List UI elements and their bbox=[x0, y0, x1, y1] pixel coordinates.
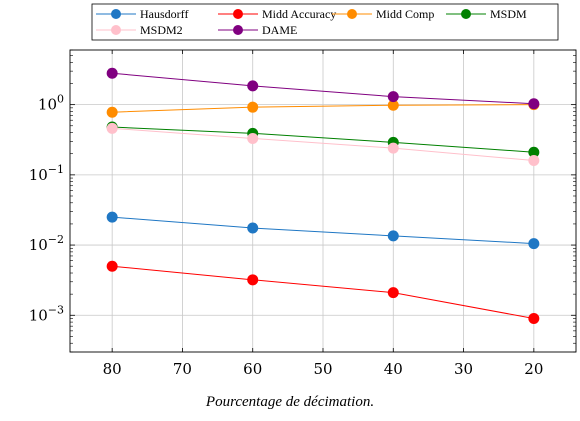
legend-swatch-marker bbox=[347, 9, 357, 19]
data-point bbox=[247, 222, 259, 234]
data-point bbox=[247, 80, 259, 92]
y-tick-label: 10−3 bbox=[29, 303, 64, 324]
data-point bbox=[528, 146, 540, 158]
y-tick-label: 10−1 bbox=[29, 163, 64, 184]
x-tick-label: 60 bbox=[243, 360, 262, 378]
data-point bbox=[106, 122, 118, 134]
data-point bbox=[106, 260, 118, 272]
data-point bbox=[387, 99, 399, 111]
legend-label: MSDM2 bbox=[140, 23, 183, 37]
legend: Hausdorff Midd Accuracy Midd Comp MSDM MSDM2… bbox=[91, 3, 559, 41]
data-point bbox=[106, 211, 118, 223]
legend-label: Hausdorff bbox=[140, 7, 188, 21]
series-line bbox=[112, 127, 534, 162]
data-point bbox=[247, 132, 259, 144]
series-line bbox=[112, 265, 534, 319]
y-tick-label: 100 bbox=[38, 93, 64, 114]
x-tick-label: 40 bbox=[384, 360, 403, 378]
legend-label: DAME bbox=[262, 23, 297, 37]
legend-label: MSDM bbox=[490, 7, 527, 21]
legend-swatch-marker bbox=[461, 9, 471, 19]
x-axis-label: Pourcentage de décimation. bbox=[205, 394, 375, 410]
legend-swatch-marker bbox=[233, 25, 243, 35]
data-point bbox=[387, 230, 399, 242]
x-tick-label: 50 bbox=[313, 360, 332, 378]
x-tick-label: 80 bbox=[103, 360, 122, 378]
data-point bbox=[106, 67, 118, 79]
data-point bbox=[106, 106, 118, 118]
data-point bbox=[247, 274, 259, 286]
x-tick-label: 30 bbox=[454, 360, 473, 378]
data-point bbox=[528, 238, 540, 250]
legend-box bbox=[91, 3, 559, 41]
y-tick-label: 10−2 bbox=[29, 233, 64, 254]
legend-swatch-marker bbox=[233, 9, 243, 19]
grid bbox=[70, 50, 576, 352]
series-line bbox=[112, 216, 534, 245]
legend-swatch-marker bbox=[111, 25, 121, 35]
legend-swatch-marker bbox=[111, 9, 121, 19]
data-point bbox=[387, 142, 399, 154]
legend-label: Midd Comp bbox=[376, 7, 434, 21]
series-line bbox=[112, 104, 534, 113]
series bbox=[106, 67, 540, 324]
data-point bbox=[528, 155, 540, 167]
axes: 80 70 60 50 40 30 20 100 10−1 10−2 10−3 bbox=[29, 49, 577, 378]
data-point bbox=[247, 101, 259, 113]
data-point bbox=[528, 312, 540, 324]
x-tick-label: 20 bbox=[524, 360, 543, 378]
series-line bbox=[112, 72, 534, 105]
plot-frame bbox=[69, 49, 577, 353]
x-tick-label: 70 bbox=[173, 360, 192, 378]
data-point bbox=[387, 91, 399, 103]
series-line bbox=[112, 126, 534, 153]
legend-label: Midd Accuracy bbox=[262, 7, 336, 21]
data-point bbox=[528, 98, 540, 110]
data-point bbox=[387, 287, 399, 299]
